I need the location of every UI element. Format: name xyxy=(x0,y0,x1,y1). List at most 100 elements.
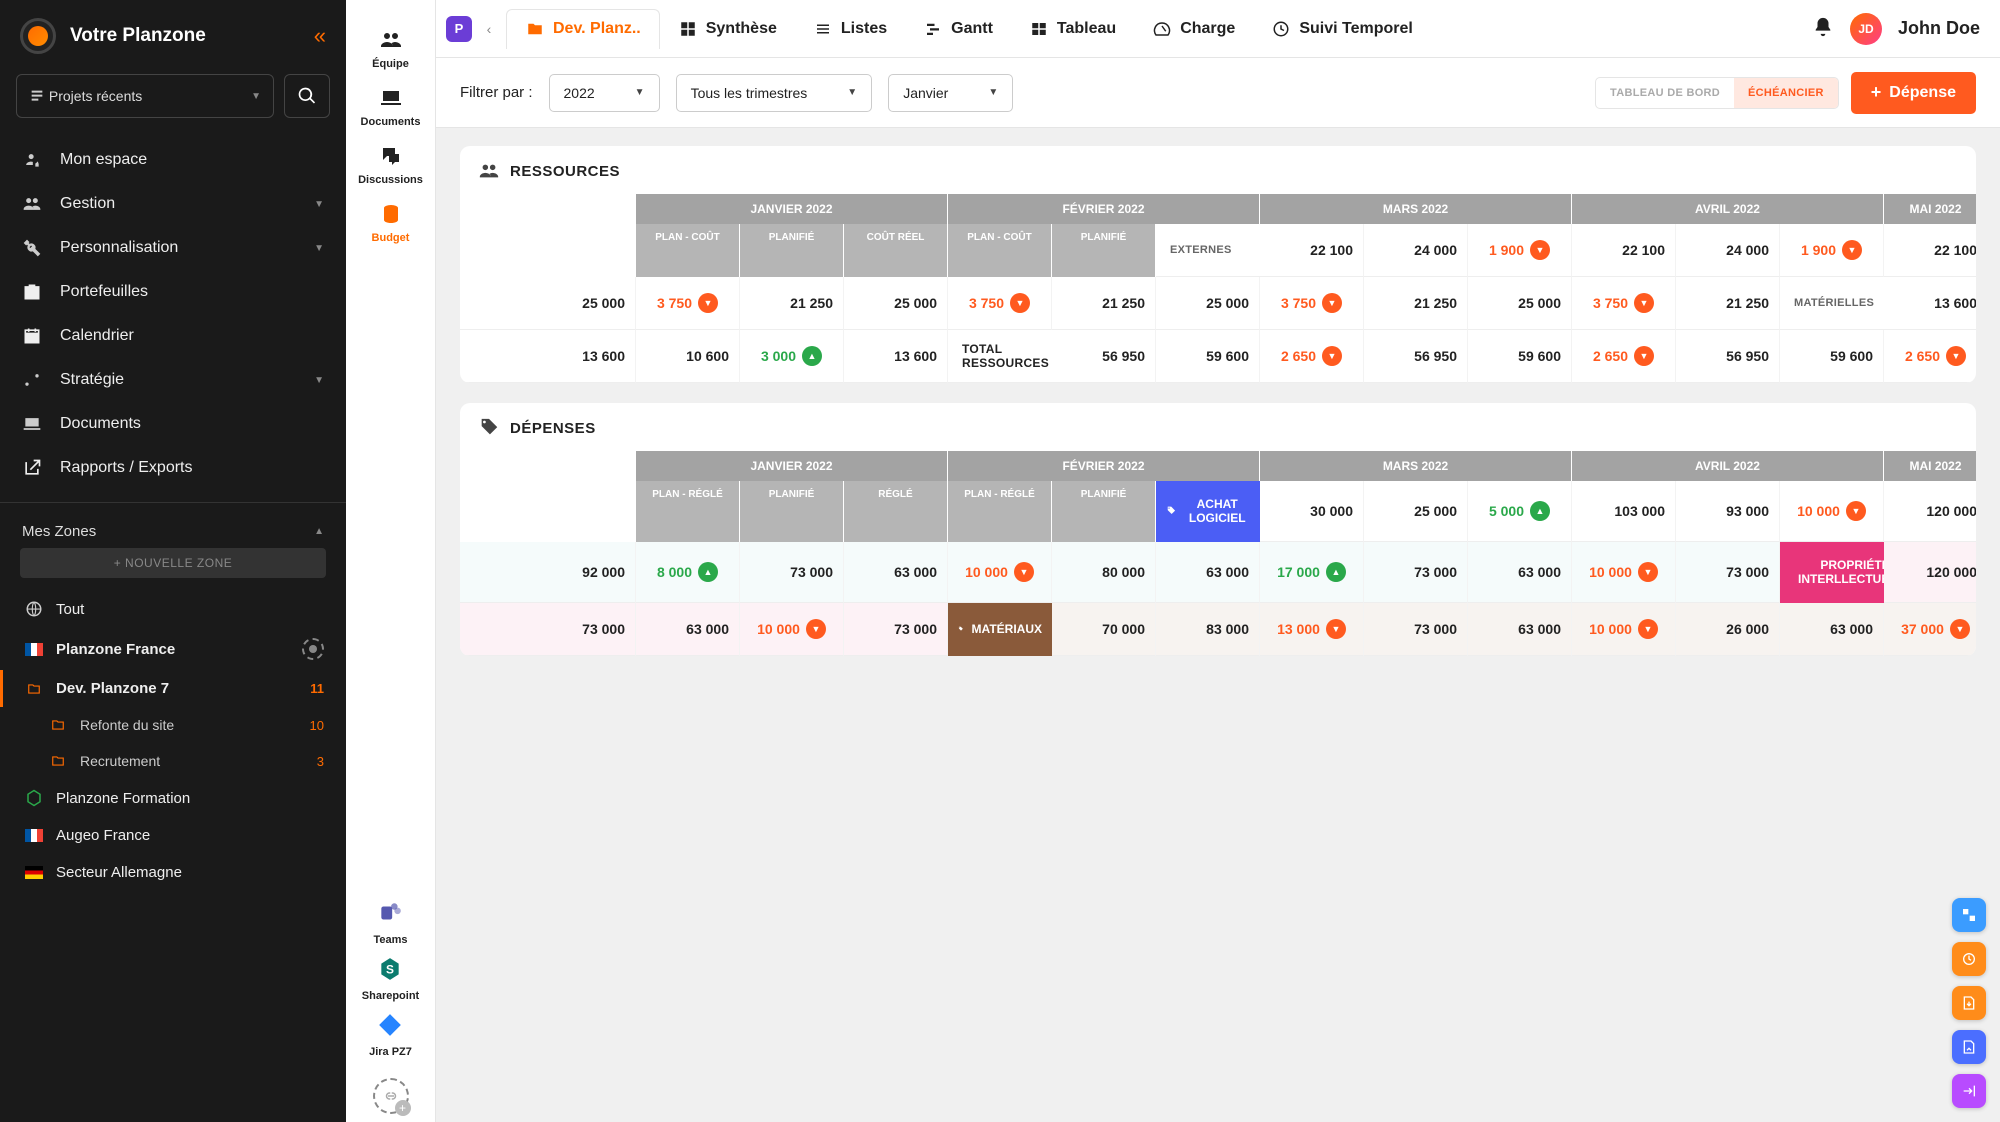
fab-4[interactable] xyxy=(1952,1030,1986,1064)
cell-plan: 73 000 xyxy=(844,603,948,656)
cell-plan: 73 000 xyxy=(1364,542,1468,603)
recent-projects-select[interactable]: Projets récents ▼ xyxy=(16,74,274,118)
toggle-schedule[interactable]: ÉCHÉANCIER xyxy=(1734,78,1838,108)
cell-real: 10 600 xyxy=(636,330,740,383)
collapse-sidebar-icon[interactable]: « xyxy=(314,23,326,49)
cell-plan: 73 000 xyxy=(1364,603,1468,656)
zones-header[interactable]: Mes Zones ▲ xyxy=(0,509,346,548)
recent-label: Projets récents xyxy=(49,88,142,104)
cell-diff: 8 000 xyxy=(636,542,740,603)
zone-item-5[interactable]: Augeo France xyxy=(0,817,346,854)
month-header: AVRIL 2022 xyxy=(1572,451,1884,481)
subcol-header: RÉGLÉ xyxy=(844,481,948,542)
nav-item-3[interactable]: Portefeuilles xyxy=(0,270,346,314)
integration-2[interactable]: Jira PZ7 xyxy=(362,1010,419,1058)
filter-label: Filtrer par : xyxy=(460,84,533,101)
app-title: Votre Planzone xyxy=(70,25,314,47)
briefcase-icon xyxy=(22,282,50,302)
nav-item-4[interactable]: Calendrier xyxy=(0,314,346,358)
cell-diff: 10 000 xyxy=(1572,603,1676,656)
integration-1[interactable]: SSharepoint xyxy=(362,954,419,1002)
zone-item-2[interactable]: Refonte du site10 xyxy=(0,707,346,743)
month-select[interactable]: Janvier▼ xyxy=(888,74,1013,112)
cell-plan: 21 250 xyxy=(1364,277,1468,330)
users-icon xyxy=(377,28,405,52)
grid-icon xyxy=(678,20,698,38)
fab-3[interactable] xyxy=(1952,986,1986,1020)
tab-5[interactable]: Charge xyxy=(1134,9,1253,49)
notifications-icon[interactable] xyxy=(1812,16,1834,41)
nav-item-7[interactable]: Rapports / Exports xyxy=(0,446,346,490)
depenses-title: DÉPENSES xyxy=(510,420,596,437)
zone-item-3[interactable]: Recrutement3 xyxy=(0,743,346,779)
back-button[interactable]: ‹ xyxy=(478,18,500,40)
tab-2[interactable]: Listes xyxy=(795,9,905,49)
zone-item-1[interactable]: Dev. Planzone 711 xyxy=(0,670,346,707)
subcol-header: PLAN - COÛT xyxy=(636,224,740,277)
month-header: AVRIL 2022 xyxy=(1572,194,1884,224)
subcol-header: PLANIFIÉ xyxy=(740,224,844,277)
project-nav-équipe[interactable]: Équipe xyxy=(358,20,423,78)
project-nav-budget[interactable]: Budget xyxy=(358,194,423,252)
cell-plan: 13 600 xyxy=(1884,277,1976,330)
nav-item-0[interactable]: Mon espace xyxy=(0,138,346,182)
year-select[interactable]: 2022▼ xyxy=(549,74,660,112)
export-icon xyxy=(22,458,50,478)
cell-plan: 26 000 xyxy=(1676,603,1780,656)
chat-icon xyxy=(377,144,405,168)
nav-item-6[interactable]: Documents xyxy=(0,402,346,446)
quarter-select[interactable]: Tous les trimestres▼ xyxy=(676,74,873,112)
fab-2[interactable] xyxy=(1952,942,1986,976)
tab-4[interactable]: Tableau xyxy=(1011,9,1134,49)
zone-item-0[interactable]: Planzone France xyxy=(0,628,346,670)
month-header: MAI 2022 xyxy=(1884,194,1976,224)
toggle-dashboard[interactable]: TABLEAU DE BORD xyxy=(1596,78,1734,108)
coins-icon xyxy=(377,202,405,226)
cell-regl: 63 000 xyxy=(844,542,948,603)
user-avatar[interactable]: JD xyxy=(1850,13,1882,45)
cell-real: 59 600 xyxy=(1156,330,1260,383)
cell-regl: 63 000 xyxy=(1468,542,1572,603)
fab-5[interactable] xyxy=(1952,1074,1986,1108)
project-badge[interactable]: P xyxy=(446,16,472,42)
calendar-icon xyxy=(22,326,50,346)
fab-1[interactable] xyxy=(1952,898,1986,932)
cell-regl: 83 000 xyxy=(1156,603,1260,656)
tag-icon xyxy=(478,417,500,439)
project-nav-documents[interactable]: Documents xyxy=(358,78,423,136)
cell-plan: 80 000 xyxy=(1052,542,1156,603)
cell-plan: 13 600 xyxy=(460,330,636,383)
tab-0[interactable]: Dev. Planz.. xyxy=(506,9,660,49)
project-nav-discussions[interactable]: Discussions xyxy=(358,136,423,194)
nav-item-5[interactable]: Stratégie▼ xyxy=(0,358,346,402)
cell-diff: 2 650 xyxy=(1260,330,1364,383)
search-button[interactable] xyxy=(284,74,330,118)
month-header: MARS 2022 xyxy=(1260,451,1572,481)
add-integration-button[interactable]: + xyxy=(373,1078,409,1114)
cell-regl: 63 000 xyxy=(636,603,740,656)
cell-regl: 63 000 xyxy=(1468,603,1572,656)
nav-item-2[interactable]: Personnalisation▼ xyxy=(0,226,346,270)
tab-3[interactable]: Gantt xyxy=(905,9,1011,49)
add-expense-button[interactable]: + Dépense xyxy=(1851,72,1976,114)
nav-item-1[interactable]: Gestion▼ xyxy=(0,182,346,226)
cell-plan: 120 000 xyxy=(1884,542,1976,603)
zone-all[interactable]: Tout xyxy=(0,590,346,628)
zone-item-6[interactable]: Secteur Allemagne xyxy=(0,854,346,891)
cell-real: 25 000 xyxy=(1468,277,1572,330)
main-content: P ‹ Dev. Planz..SynthèseListesGanttTable… xyxy=(436,0,2000,1122)
integration-0[interactable]: Teams xyxy=(362,898,419,946)
cell-plan: 56 950 xyxy=(1364,330,1468,383)
new-zone-button[interactable]: + NOUVELLE ZONE xyxy=(20,548,326,578)
cell-diff: 3 000 xyxy=(740,330,844,383)
tab-6[interactable]: Suivi Temporel xyxy=(1253,9,1431,49)
cell-plan: 13 600 xyxy=(844,330,948,383)
gauge-icon xyxy=(1152,20,1172,38)
user-lock-icon xyxy=(22,150,50,170)
cell-diff: 17 000 xyxy=(1260,542,1364,603)
dep-row-label: MATÉRIAUX xyxy=(948,603,1052,656)
tab-1[interactable]: Synthèse xyxy=(660,9,795,49)
cell-regl: 92 000 xyxy=(460,542,636,603)
subcol-header: PLAN - RÉGLÉ xyxy=(948,481,1052,542)
zone-item-4[interactable]: Planzone Formation xyxy=(0,779,346,817)
